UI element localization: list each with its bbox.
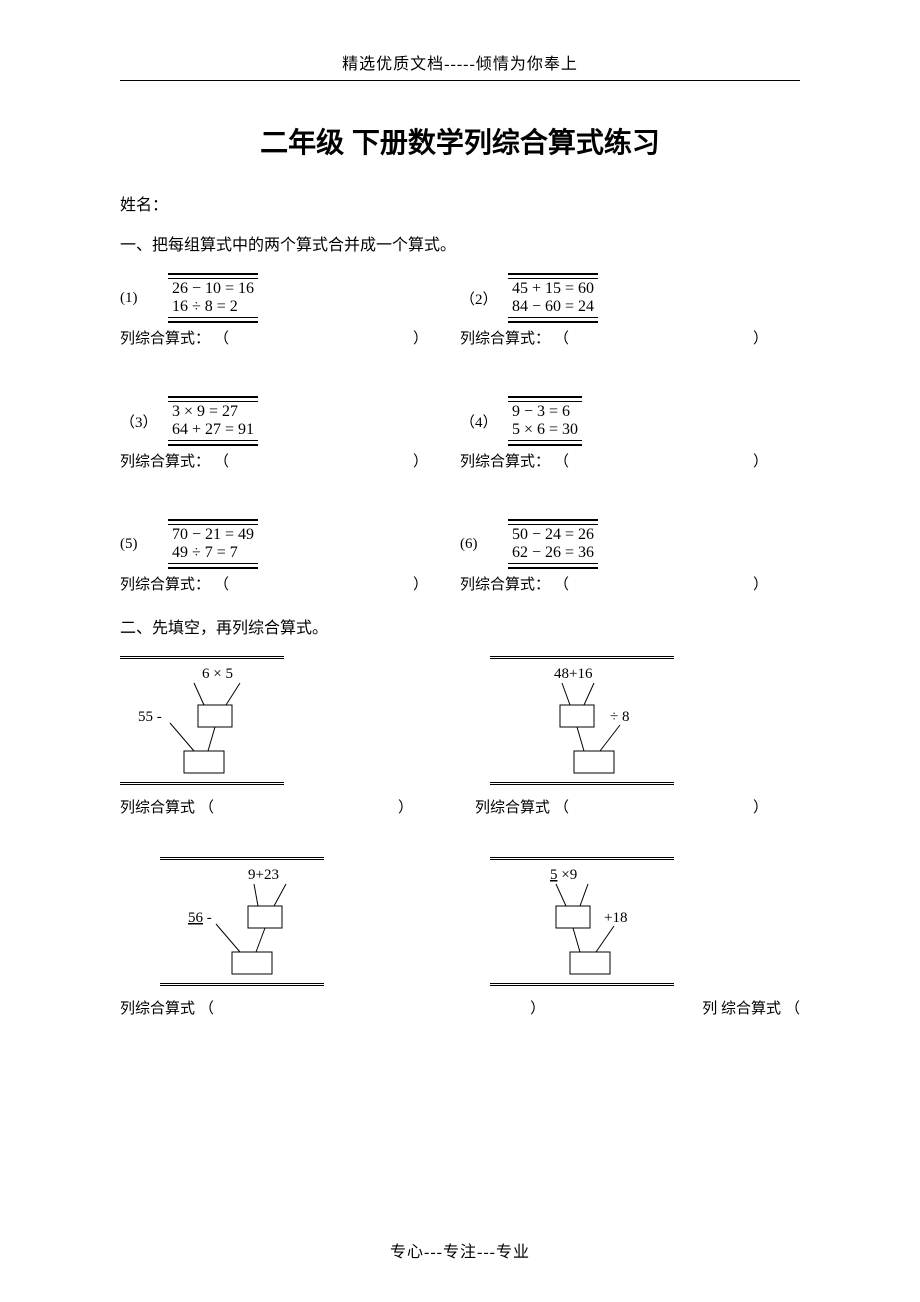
equation-group: 70 − 21 = 49 49 ÷ 7 = 7 [168,519,258,569]
answer-label: 列综合算式： [460,573,550,594]
diagram-row: 9+23 56 - 5 ×9 +18 [120,857,800,991]
equation: 50 − 24 = 26 [508,524,598,544]
paren-open: （ [554,573,569,594]
paren-close: ） [753,327,768,348]
problem-row: (5) 70 − 21 = 49 49 ÷ 7 = 7 (6) 50 − 24 … [120,519,800,569]
diagram-row: 6 × 5 55 - 48+16 ÷ 8 [120,656,800,790]
diagram-side-text: +18 [604,910,627,926]
flow-diagram: 48+16 ÷ 8 [490,656,674,785]
diagram-top-text: 6 × 5 [202,666,233,682]
paren-open: （ [785,997,800,1018]
equation-group: 26 − 10 = 16 16 ÷ 8 = 2 [168,273,258,323]
paren-open: （ [554,327,569,348]
equation: 3 × 9 = 27 [168,401,258,421]
answer-row: 列综合算式： （ ） 列综合算式： （ ） [120,327,800,348]
page-title: 二年级 下册数学列综合算式练习 [120,121,800,161]
answer-label: 列综合算式： [120,327,210,348]
section1-heading: 一、把每组算式中的两个算式合并成一个算式。 [120,231,800,255]
paren-close: ） [413,327,428,348]
answer-row: 列综合算式 （ ） 列综合算式 （ ） [120,796,800,817]
problem-number: (5) [120,536,168,553]
problem-row: （3） 3 × 9 = 27 64 + 27 = 91 （4） 9 − 3 = … [120,396,800,446]
answer-label: 列综合算式： [120,573,210,594]
answer-label: 列 综合算式 [702,997,781,1018]
paren-close: ） [753,450,768,471]
equation: 70 − 21 = 49 [168,524,258,544]
paren-close: ） [753,573,768,594]
diagram-svg: 5 ×9 +18 [492,864,672,979]
equation: 5 × 6 = 30 [508,421,582,441]
equation: 62 − 26 = 36 [508,544,598,564]
equation: 16 ÷ 8 = 2 [168,298,258,318]
flow-diagram: 6 × 5 55 - [120,656,284,785]
equation: 64 + 27 = 91 [168,421,258,441]
diagram-svg: 9+23 56 - [162,864,322,979]
flow-diagram: 5 ×9 +18 [490,857,674,986]
equation: 84 − 60 = 24 [508,298,598,318]
answer-row: 列综合算式： （ ） 列综合算式： （ ） [120,573,800,594]
diagram-side-text: 55 - [138,709,162,725]
equation-group: 9 − 3 = 6 5 × 6 = 30 [508,396,582,446]
answer-label: 列综合算式： [120,450,210,471]
answer-label: 列综合算式 [120,997,195,1018]
paren-open: （ [214,573,229,594]
equation-group: 3 × 9 = 27 64 + 27 = 91 [168,396,258,446]
equation-group: 50 − 24 = 26 62 − 26 = 36 [508,519,598,569]
paren-open: （ [214,450,229,471]
paren-close: ） [413,573,428,594]
answer-label: 列综合算式： [460,327,550,348]
header-text: 精选优质文档-----倾情为你奉上 [120,50,800,81]
problem-number: （3） [120,411,168,432]
equation: 9 − 3 = 6 [508,401,582,421]
paren-close: ） [530,997,545,1018]
paren-close: ） [413,450,428,471]
problem-number: (1) [120,290,168,307]
answer-label: 列综合算式： [460,450,550,471]
answer-label: 列综合算式 [475,796,550,817]
flow-diagram: 9+23 56 - [160,857,324,986]
problem-number: （4） [460,411,508,432]
equation: 49 ÷ 7 = 7 [168,544,258,564]
section2-heading: 二、先填空，再列综合算式。 [120,614,800,638]
equation: 45 + 15 = 60 [508,278,598,298]
problem-row: (1) 26 − 10 = 16 16 ÷ 8 = 2 （2） 45 + 15 … [120,273,800,323]
diagram-svg: 48+16 ÷ 8 [492,663,672,778]
problem-number: (6) [460,536,508,553]
answer-label: 列综合算式 [120,796,195,817]
problem-number: （2） [460,288,508,309]
diagram-top-text: 9+23 [248,867,279,883]
diagram-side-text: 56 - [188,910,212,926]
paren-open: （ [554,450,569,471]
diagram-top-text: 48+16 [554,666,593,682]
paren-open: （ [554,796,569,817]
diagram-top-text: 5 ×9 [550,867,577,883]
paren-open: （ [214,327,229,348]
answer-row: 列综合算式： （ ） 列综合算式： （ ） [120,450,800,471]
diagram-svg: 6 × 5 55 - [122,663,282,778]
paren-close: ） [398,796,413,817]
equation-group: 45 + 15 = 60 84 − 60 = 24 [508,273,598,323]
paren-open: （ [199,997,214,1018]
diagram-side-text: ÷ 8 [610,709,629,725]
answer-row: 列综合算式 （ ） 列 综合算式 （ [120,997,800,1018]
equation: 26 − 10 = 16 [168,278,258,298]
paren-open: （ [199,796,214,817]
paren-close: ） [753,796,768,817]
name-label: 姓名： [120,191,800,215]
footer-text: 专心---专注---专业 [0,1238,920,1262]
